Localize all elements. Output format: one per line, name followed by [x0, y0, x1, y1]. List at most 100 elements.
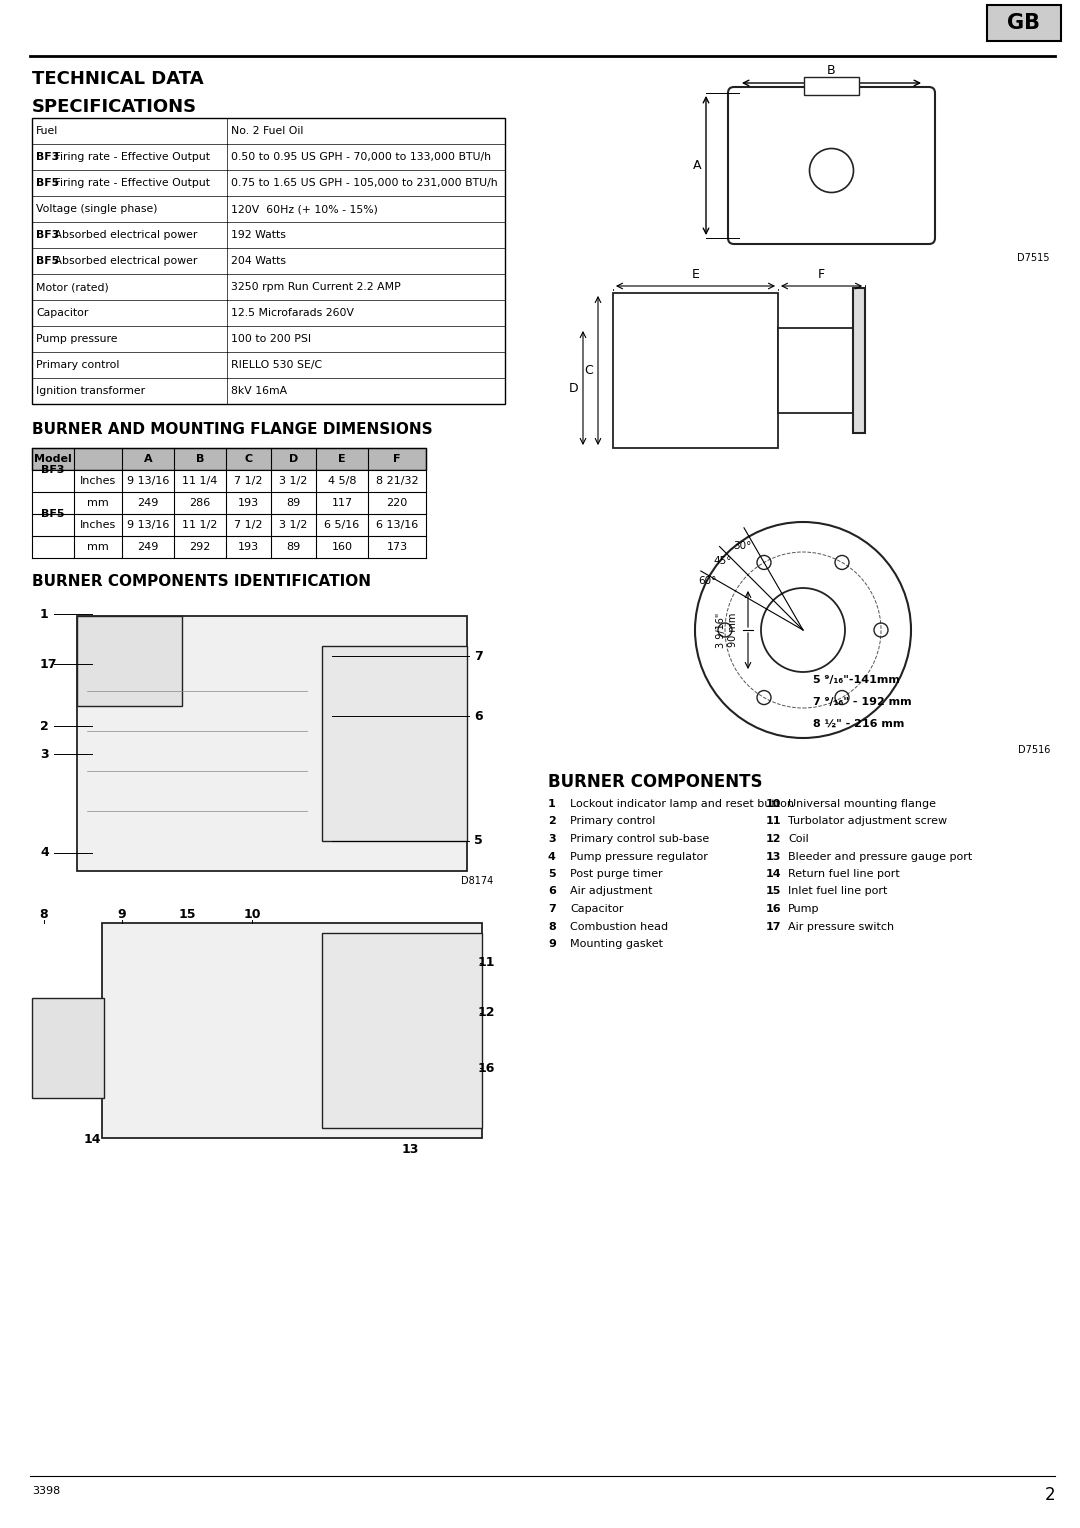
Bar: [613, 293, 778, 448]
Text: 17: 17: [40, 657, 57, 671]
Bar: [32, 118, 505, 403]
Text: mm: mm: [87, 498, 109, 507]
Text: Motor (rated): Motor (rated): [36, 283, 109, 292]
Text: 7: 7: [548, 905, 556, 914]
Text: 2: 2: [1044, 1487, 1055, 1504]
Text: Firing rate - Effective Output: Firing rate - Effective Output: [51, 151, 210, 162]
Text: BF3: BF3: [36, 231, 59, 240]
Text: 3: 3: [548, 834, 555, 843]
Text: C: C: [584, 364, 593, 377]
Text: 1: 1: [548, 799, 556, 808]
Text: 8kV 16mA: 8kV 16mA: [231, 387, 287, 396]
Text: Firing rate - Effective Output: Firing rate - Effective Output: [51, 177, 210, 188]
Text: 292: 292: [189, 542, 211, 552]
Text: Ignition transformer: Ignition transformer: [36, 387, 145, 396]
Text: 7: 7: [474, 649, 483, 663]
Text: Primary control: Primary control: [36, 361, 120, 370]
Text: Coil: Coil: [788, 834, 809, 843]
Text: Post purge timer: Post purge timer: [570, 869, 663, 879]
Text: 17: 17: [766, 921, 782, 932]
Text: Combustion head: Combustion head: [570, 921, 669, 932]
Text: BURNER COMPONENTS: BURNER COMPONENTS: [548, 773, 762, 792]
Text: Primary control sub-base: Primary control sub-base: [570, 834, 710, 843]
Text: 12: 12: [477, 1007, 495, 1019]
Bar: [32, 998, 104, 1099]
Text: BF5: BF5: [41, 509, 65, 520]
Text: 3398: 3398: [32, 1487, 60, 1496]
Text: 193: 193: [238, 498, 259, 507]
Text: BF5: BF5: [36, 177, 59, 188]
Text: 10: 10: [243, 908, 260, 921]
Text: 7 ⁹/₁₆" - 192 mm: 7 ⁹/₁₆" - 192 mm: [813, 697, 912, 707]
Text: mm: mm: [87, 542, 109, 552]
Text: 16: 16: [766, 905, 782, 914]
Text: Pump pressure regulator: Pump pressure regulator: [570, 851, 707, 862]
Text: 15: 15: [766, 886, 781, 897]
Text: D7516: D7516: [1017, 746, 1050, 755]
Text: E: E: [338, 454, 346, 465]
Text: B: B: [195, 454, 204, 465]
Text: BURNER AND MOUNTING FLANGE DIMENSIONS: BURNER AND MOUNTING FLANGE DIMENSIONS: [32, 422, 433, 437]
Text: 89: 89: [286, 498, 300, 507]
Text: Inches: Inches: [80, 520, 117, 530]
Text: Capacitor: Capacitor: [570, 905, 623, 914]
Text: 15: 15: [178, 908, 195, 921]
Text: 4: 4: [40, 847, 49, 859]
Text: 89: 89: [286, 542, 300, 552]
Text: Pump: Pump: [788, 905, 820, 914]
FancyBboxPatch shape: [987, 5, 1061, 41]
Text: 2: 2: [548, 816, 556, 827]
Bar: [32, 536, 426, 558]
Text: RIELLO 530 SE/C: RIELLO 530 SE/C: [231, 361, 322, 370]
Text: Model: Model: [35, 454, 72, 465]
Text: 173: 173: [387, 542, 407, 552]
Bar: [32, 448, 426, 471]
Text: 1: 1: [40, 608, 49, 620]
Text: 9 13/16: 9 13/16: [126, 520, 170, 530]
Text: E: E: [691, 267, 700, 281]
Text: BF5: BF5: [36, 257, 59, 266]
Text: 117: 117: [332, 498, 352, 507]
Text: 7 1/2: 7 1/2: [234, 477, 262, 486]
Text: 6: 6: [474, 709, 483, 723]
Text: 3 9/16"
90 mm: 3 9/16" 90 mm: [716, 613, 738, 648]
Text: 7 1/2: 7 1/2: [234, 520, 262, 530]
Text: Mounting gasket: Mounting gasket: [570, 940, 663, 949]
Text: 13: 13: [766, 851, 781, 862]
Text: 11: 11: [477, 957, 495, 969]
Text: Inches: Inches: [80, 477, 117, 486]
Text: 3250 rpm Run Current 2.2 AMP: 3250 rpm Run Current 2.2 AMP: [231, 283, 401, 292]
Text: 16: 16: [477, 1062, 495, 1074]
Text: Air adjustment: Air adjustment: [570, 886, 652, 897]
Text: SPECIFICATIONS: SPECIFICATIONS: [32, 98, 198, 116]
Bar: [32, 513, 426, 536]
Text: 3 1/2: 3 1/2: [280, 477, 308, 486]
Text: 5: 5: [548, 869, 555, 879]
Text: 12.5 Microfarads 260V: 12.5 Microfarads 260V: [231, 309, 354, 318]
Text: 6 5/16: 6 5/16: [324, 520, 360, 530]
Bar: [32, 492, 426, 513]
Text: 249: 249: [137, 542, 159, 552]
Text: D7515: D7515: [1017, 254, 1050, 263]
Text: 100 to 200 PSI: 100 to 200 PSI: [231, 335, 311, 344]
Text: 4: 4: [548, 851, 556, 862]
Text: Inlet fuel line port: Inlet fuel line port: [788, 886, 888, 897]
Text: TECHNICAL DATA: TECHNICAL DATA: [32, 70, 204, 89]
Text: 8 ½" - 216 mm: 8 ½" - 216 mm: [813, 720, 904, 729]
Text: A: A: [692, 159, 701, 173]
Text: F: F: [818, 267, 825, 281]
Text: 3 1/2: 3 1/2: [280, 520, 308, 530]
Text: 220: 220: [387, 498, 407, 507]
Text: Pump pressure: Pump pressure: [36, 335, 118, 344]
Text: 60°: 60°: [699, 576, 717, 585]
Text: Turbolator adjustment screw: Turbolator adjustment screw: [788, 816, 947, 827]
Bar: [778, 329, 858, 413]
Text: D: D: [568, 382, 578, 394]
Text: Absorbed electrical power: Absorbed electrical power: [51, 257, 198, 266]
Text: 9: 9: [118, 908, 126, 921]
Bar: [32, 903, 500, 1154]
Text: BF3: BF3: [36, 151, 59, 162]
Text: 45°: 45°: [714, 556, 732, 565]
Text: Universal mounting flange: Universal mounting flange: [788, 799, 936, 808]
Bar: [32, 471, 426, 492]
